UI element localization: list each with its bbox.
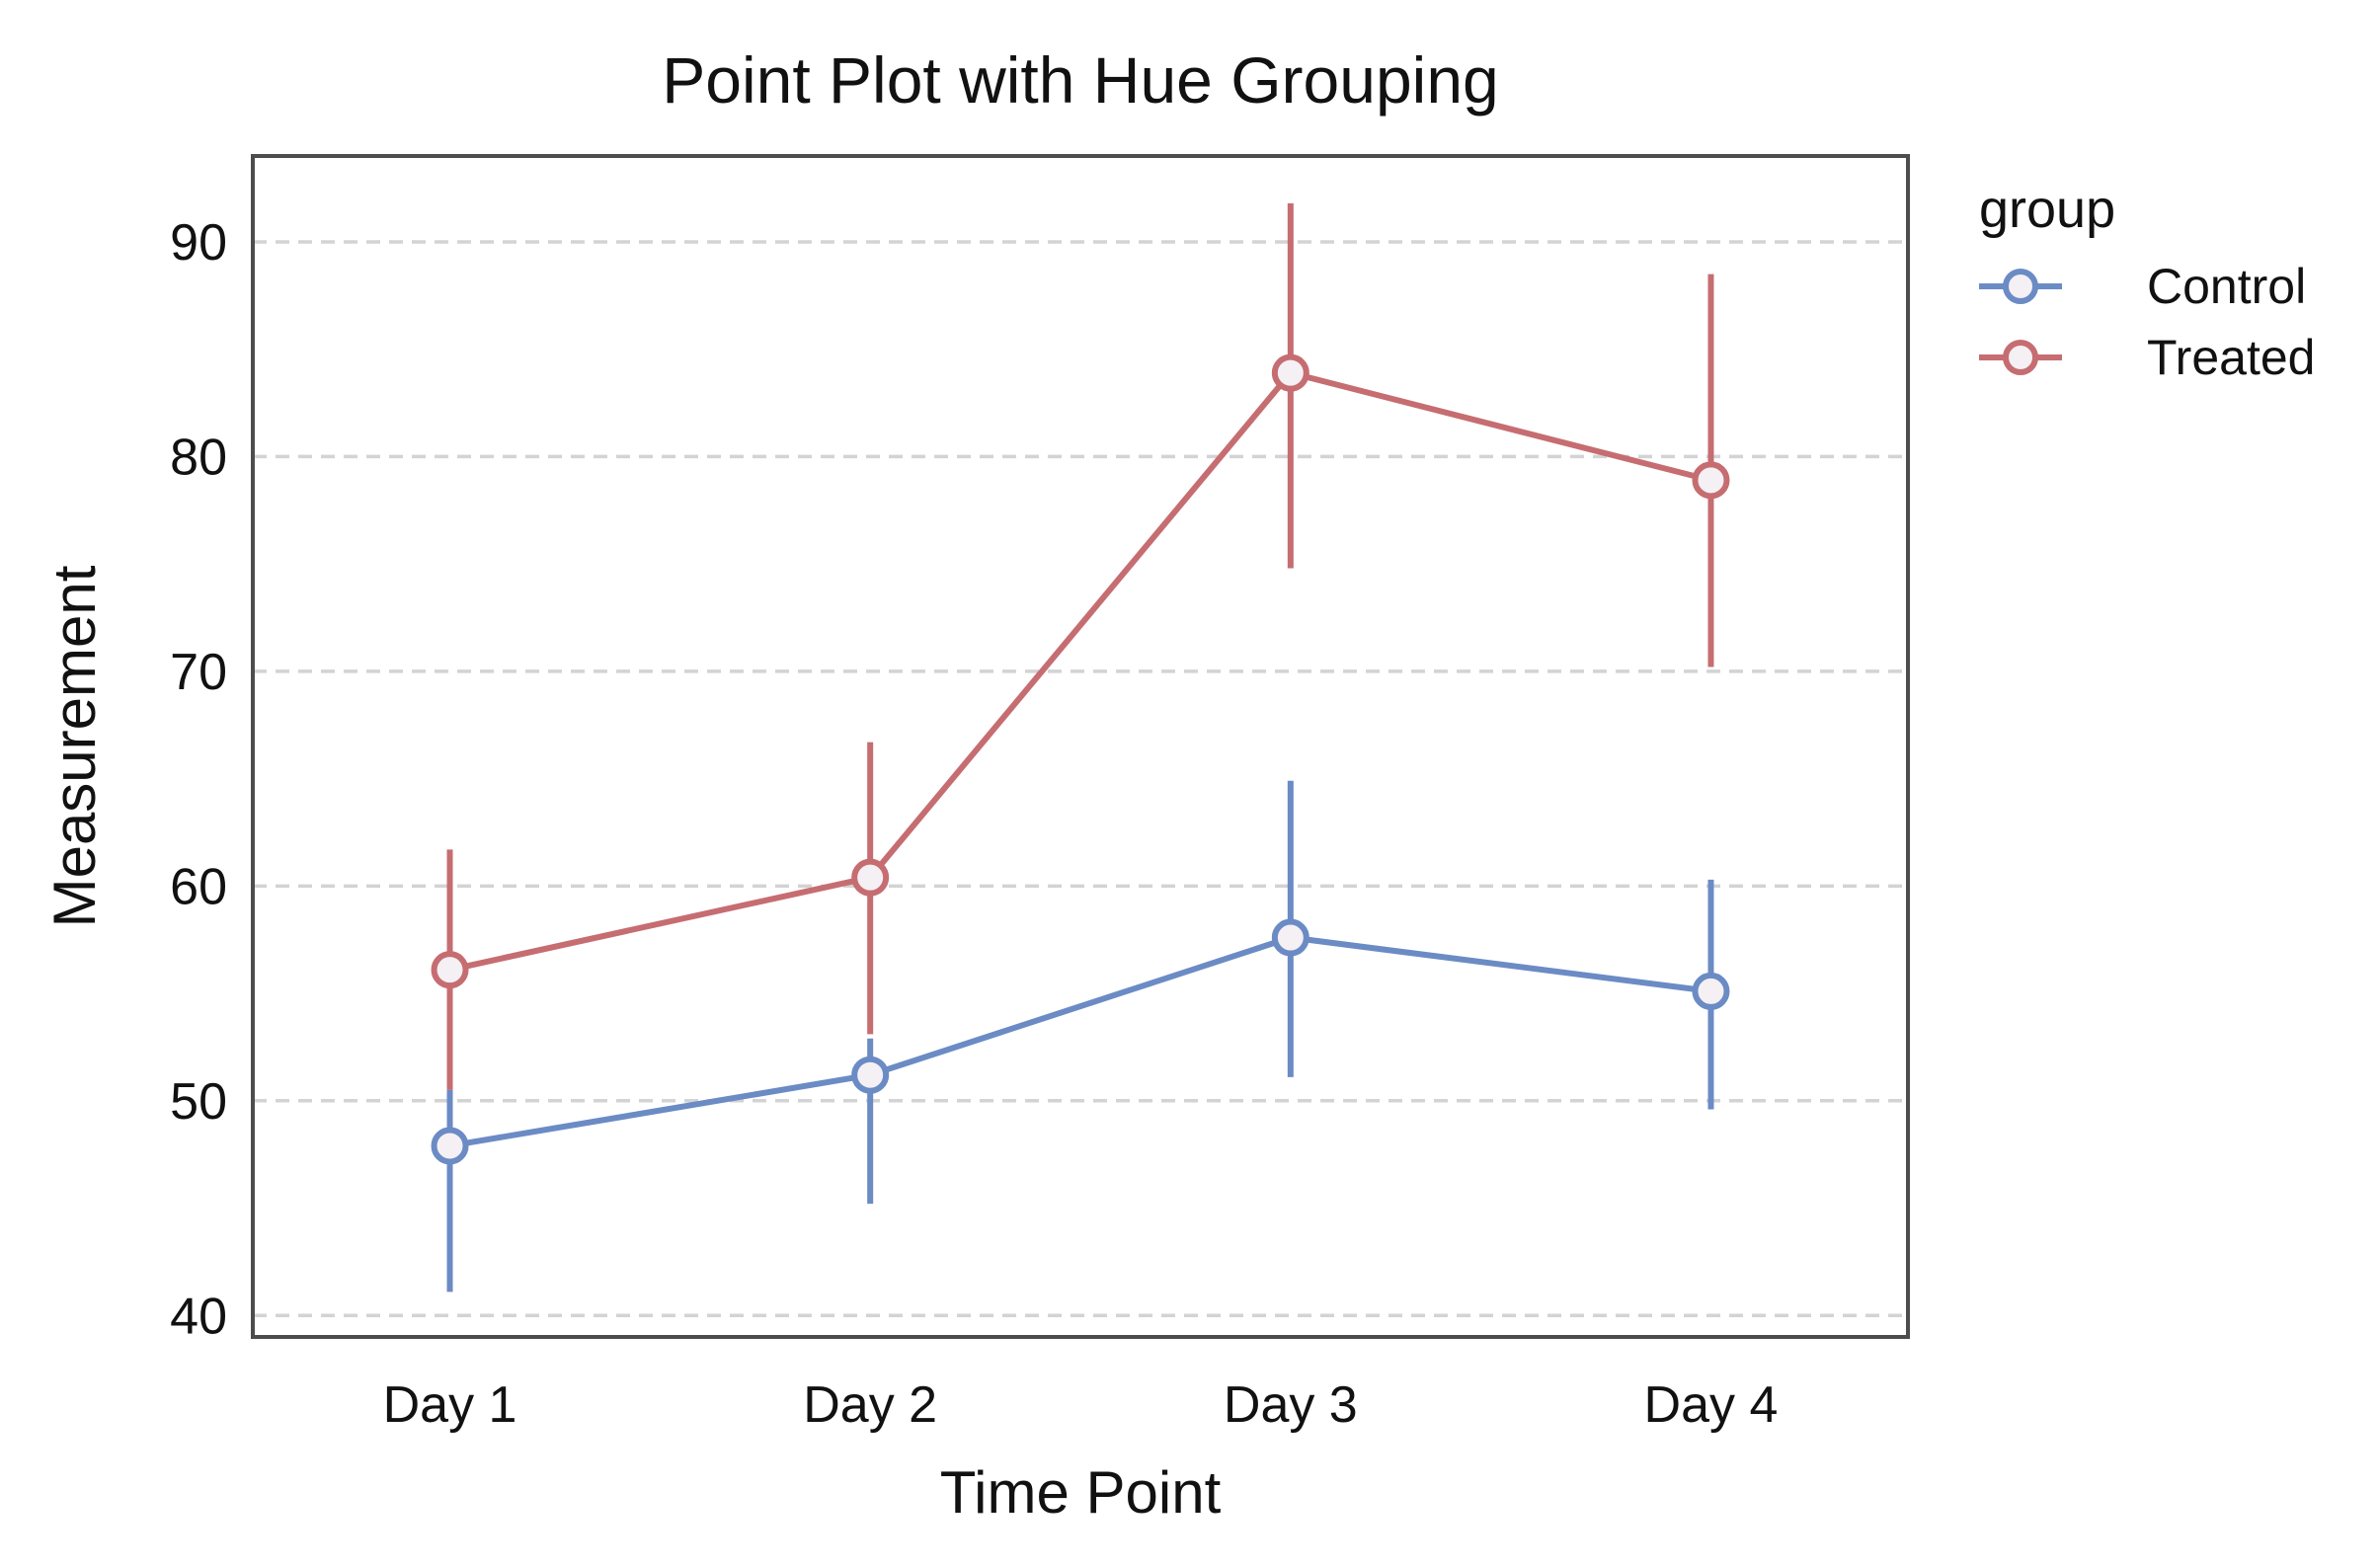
y-tick-label: 90 xyxy=(170,214,227,272)
legend-marker-control xyxy=(2003,269,2038,304)
y-tick-label: 50 xyxy=(170,1073,227,1131)
point-treated xyxy=(851,858,890,897)
legend-marker-treated xyxy=(2003,340,2038,375)
point-control xyxy=(1271,918,1309,957)
point-treated xyxy=(431,951,469,989)
tick-layer: 40 50 60 70 80 90 Day 1 Day 2 Day 3 Day 4 xyxy=(170,214,1778,1434)
legend-label-treated: Treated xyxy=(2147,330,2315,385)
y-tick-label: 80 xyxy=(170,429,227,486)
plot-frame xyxy=(251,154,1910,1339)
chart-title: Point Plot with Hue Grouping xyxy=(662,43,1498,117)
y-tick-label: 60 xyxy=(170,858,227,915)
legend: group Control Treated xyxy=(1979,180,2315,385)
y-tick-label: 40 xyxy=(170,1288,227,1345)
series-layer xyxy=(431,202,1730,1293)
point-control xyxy=(431,1127,469,1165)
legend-title: group xyxy=(1979,180,2115,239)
x-axis-label: Time Point xyxy=(940,1459,1222,1526)
point-treated xyxy=(1692,461,1730,500)
x-tick-label: Day 2 xyxy=(803,1376,937,1434)
point-control xyxy=(851,1056,890,1094)
y-axis-label: Measurement xyxy=(41,565,108,927)
y-tick-label: 70 xyxy=(170,644,227,701)
series-line-treated xyxy=(448,369,1712,974)
point-control xyxy=(1692,972,1730,1010)
point-treated xyxy=(1271,353,1309,392)
x-tick-label: Day 1 xyxy=(383,1376,517,1434)
x-tick-label: Day 4 xyxy=(1644,1376,1779,1434)
x-tick-label: Day 3 xyxy=(1224,1376,1358,1434)
grid-layer xyxy=(253,240,1908,1318)
legend-label-control: Control xyxy=(2147,259,2306,314)
series-line-control xyxy=(449,934,1711,1149)
